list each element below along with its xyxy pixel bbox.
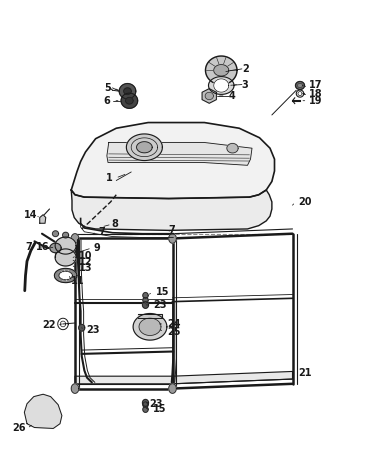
Polygon shape [121, 93, 138, 108]
Polygon shape [55, 237, 76, 254]
Polygon shape [64, 268, 69, 271]
Polygon shape [133, 314, 167, 340]
Polygon shape [139, 318, 161, 335]
Polygon shape [143, 402, 148, 408]
Text: 26: 26 [12, 423, 26, 434]
Text: 7: 7 [168, 225, 175, 235]
Polygon shape [40, 215, 46, 223]
Polygon shape [62, 280, 67, 283]
Polygon shape [54, 272, 59, 275]
Polygon shape [297, 83, 303, 88]
Text: 20: 20 [298, 197, 312, 207]
Text: 13: 13 [79, 263, 92, 274]
Polygon shape [143, 407, 148, 412]
Polygon shape [142, 302, 148, 308]
Text: 9: 9 [93, 243, 100, 253]
Text: 17: 17 [309, 80, 323, 91]
Polygon shape [71, 190, 272, 230]
Polygon shape [54, 275, 59, 278]
Polygon shape [72, 276, 77, 279]
Text: 1: 1 [106, 173, 112, 183]
Polygon shape [209, 76, 234, 95]
Text: 23: 23 [153, 300, 166, 310]
Polygon shape [119, 84, 136, 99]
Text: 23: 23 [86, 325, 100, 335]
Polygon shape [58, 279, 62, 282]
Polygon shape [227, 143, 238, 153]
Polygon shape [296, 82, 304, 89]
Text: 16: 16 [36, 242, 50, 252]
Polygon shape [79, 324, 85, 331]
Polygon shape [55, 249, 76, 266]
Polygon shape [60, 268, 64, 272]
Polygon shape [72, 273, 77, 276]
Polygon shape [136, 142, 152, 153]
Text: 25: 25 [167, 326, 180, 337]
Text: 24: 24 [167, 319, 180, 329]
Polygon shape [124, 88, 131, 95]
Text: 3: 3 [242, 79, 249, 90]
Polygon shape [214, 65, 229, 76]
Polygon shape [53, 231, 58, 237]
Polygon shape [169, 384, 176, 393]
Polygon shape [24, 394, 62, 428]
Polygon shape [56, 269, 61, 273]
Polygon shape [71, 271, 76, 273]
Text: 2: 2 [242, 64, 249, 74]
Polygon shape [71, 384, 79, 393]
Text: 7: 7 [25, 242, 32, 252]
Polygon shape [202, 89, 216, 103]
Polygon shape [107, 142, 252, 165]
Polygon shape [71, 123, 274, 199]
Text: 10: 10 [79, 250, 92, 261]
Polygon shape [143, 297, 148, 303]
Polygon shape [206, 56, 237, 85]
Text: 15: 15 [156, 287, 169, 297]
Polygon shape [143, 293, 148, 298]
Polygon shape [55, 278, 60, 280]
Polygon shape [75, 371, 292, 384]
Text: 19: 19 [309, 95, 323, 106]
Text: 23: 23 [149, 399, 163, 409]
Polygon shape [214, 79, 229, 92]
Text: 15: 15 [153, 404, 166, 415]
Text: 8: 8 [112, 219, 118, 229]
Polygon shape [126, 97, 133, 104]
Polygon shape [67, 279, 72, 283]
Text: 6: 6 [104, 95, 111, 106]
Text: 21: 21 [298, 368, 312, 378]
Text: 12: 12 [79, 257, 92, 267]
Polygon shape [169, 234, 176, 243]
Text: 14: 14 [24, 209, 38, 220]
Polygon shape [126, 134, 162, 161]
Polygon shape [142, 399, 148, 406]
Polygon shape [71, 234, 79, 243]
Polygon shape [69, 269, 74, 272]
Polygon shape [70, 278, 75, 282]
Polygon shape [138, 314, 162, 318]
Text: 11: 11 [70, 276, 84, 286]
Text: 5: 5 [104, 83, 111, 93]
Text: 4: 4 [229, 91, 236, 101]
Text: 18: 18 [309, 88, 323, 99]
Polygon shape [205, 92, 213, 100]
Polygon shape [50, 243, 61, 253]
Text: 22: 22 [42, 320, 56, 331]
Polygon shape [63, 232, 69, 238]
Text: 7: 7 [98, 227, 105, 237]
